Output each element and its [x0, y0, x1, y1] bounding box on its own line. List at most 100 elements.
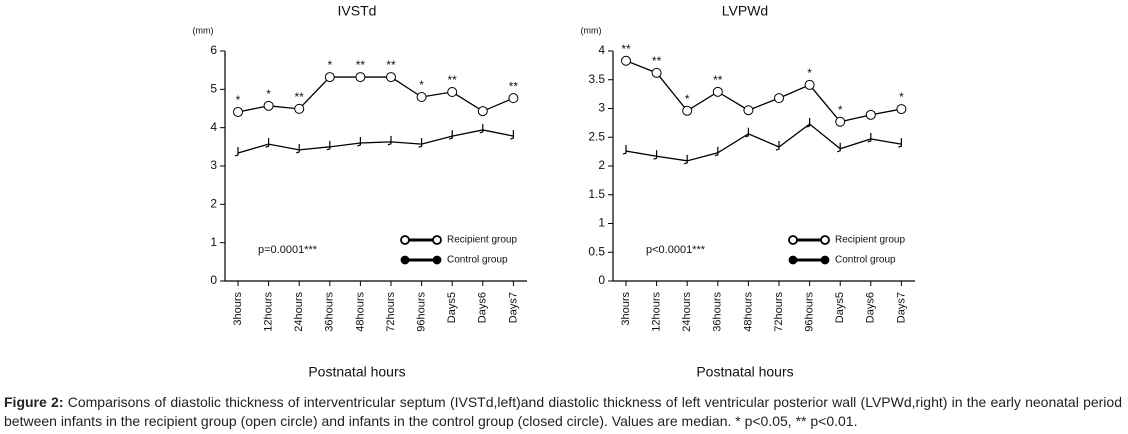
p-value: p<0.0001***: [646, 244, 706, 256]
significance-label: **: [448, 73, 458, 87]
legend-marker: [400, 235, 410, 245]
data-point: [712, 86, 723, 97]
significance-label: *: [266, 87, 271, 101]
significance-label: *: [838, 103, 843, 117]
data-point: [745, 127, 749, 138]
x-tick-label: 3hours: [620, 292, 632, 326]
legend-marker: [432, 235, 442, 245]
x-tick-label: Days6: [865, 292, 877, 323]
legend-marker: [432, 255, 442, 265]
data-point: [867, 132, 872, 143]
x-tick-label: 24hours: [293, 292, 305, 332]
y-tick-label: 1: [210, 235, 217, 249]
y-tick-label: 2: [210, 197, 217, 211]
data-point: [418, 138, 423, 148]
data-point: [234, 146, 239, 157]
caption-text: Comparisons of diastolic thickness of in…: [4, 394, 1122, 429]
series-line: [237, 76, 514, 113]
data-point: [355, 72, 366, 83]
x-axis-label: Postnatal hours: [308, 364, 405, 380]
significance-label: **: [652, 54, 662, 68]
x-tick-label: Days5: [446, 292, 458, 323]
data-point: [682, 105, 693, 116]
significance-label: **: [386, 58, 396, 72]
significance-label: *: [899, 90, 904, 104]
y-tick-label: 6: [210, 43, 217, 57]
significance-label: **: [356, 58, 366, 72]
data-point: [477, 106, 488, 117]
y-tick-label: 4: [210, 120, 217, 134]
x-axis-label: Postnatal hours: [696, 364, 793, 380]
significance-label: *: [327, 58, 332, 72]
data-point: [621, 55, 631, 66]
chart-title: IVSTd: [338, 3, 377, 19]
x-tick-label: 3hours: [232, 292, 244, 326]
legend-marker: [400, 255, 410, 265]
legend-marker: [788, 255, 798, 265]
legend-label: Control group: [835, 255, 896, 266]
x-tick-label: Days7: [895, 292, 907, 323]
x-tick-label: Days6: [477, 292, 489, 323]
y-tick-label: 0: [598, 273, 605, 287]
x-tick-label: 48hours: [742, 292, 754, 332]
data-point: [447, 87, 458, 98]
legend-marker: [820, 255, 830, 265]
data-point: [651, 67, 662, 78]
data-point: [865, 109, 876, 120]
y-tick-label: 3.5: [588, 72, 605, 86]
significance-label: *: [419, 78, 424, 92]
x-tick-label: 12hours: [651, 292, 663, 332]
chart-title: LVPWd: [722, 3, 768, 19]
figure: IVSTd (mm) 0 1 2 3 4 5 6 3hours 12hours 24hours 36ho…: [193, 3, 915, 380]
data-point: [416, 92, 427, 102]
data-point: [449, 130, 453, 140]
x-tick-label: 12hours: [263, 292, 275, 332]
data-point: [324, 72, 335, 83]
legend-label: Recipient group: [835, 235, 905, 246]
significance-label: **: [295, 90, 305, 104]
data-point: [898, 138, 902, 148]
x-tick-label: 96hours: [416, 292, 428, 332]
series-line: [237, 129, 514, 154]
data-point: [233, 106, 243, 117]
data-point: [296, 143, 300, 154]
data-point: [837, 142, 841, 153]
x-tick-label: Days7: [507, 292, 519, 323]
significance-label: *: [685, 92, 690, 106]
data-point: [479, 123, 484, 134]
y-unit: (mm): [581, 25, 602, 35]
data-point: [357, 137, 361, 147]
series-line: [625, 123, 902, 162]
data-point: [622, 145, 627, 155]
data-point: [387, 135, 392, 146]
data-point: [714, 146, 719, 157]
data-point: [896, 104, 907, 115]
data-point: [294, 103, 305, 114]
y-tick-label: 0: [210, 273, 217, 287]
y-tick-label: 0.5: [588, 244, 605, 258]
y-tick-label: 5: [210, 82, 217, 96]
data-point: [804, 79, 815, 90]
y-tick-label: 2: [598, 158, 605, 172]
x-tick-label: Days5: [834, 292, 846, 323]
data-point: [510, 130, 514, 140]
data-point: [774, 93, 784, 104]
caption: Figure 2: Comparisons of diastolic thick…: [4, 393, 1122, 431]
p-value: p=0.0001***: [258, 244, 318, 256]
significance-label: *: [236, 93, 241, 107]
significance-label: **: [621, 42, 631, 56]
data-point: [653, 150, 658, 160]
series-line: [625, 60, 902, 123]
y-tick-label: 3: [598, 101, 605, 115]
legend-label: Recipient group: [447, 235, 517, 246]
x-tick-label: 48hours: [354, 292, 366, 332]
caption-label: Figure 2:: [4, 394, 64, 410]
x-tick-label: 24hours: [681, 292, 693, 332]
x-tick-label: 72hours: [773, 292, 785, 332]
data-point: [386, 72, 396, 83]
significance-label: **: [509, 79, 519, 93]
x-tick-label: 36hours: [712, 292, 724, 332]
x-tick-label: 36hours: [324, 292, 336, 332]
x-tick-label: 96hours: [804, 292, 816, 332]
